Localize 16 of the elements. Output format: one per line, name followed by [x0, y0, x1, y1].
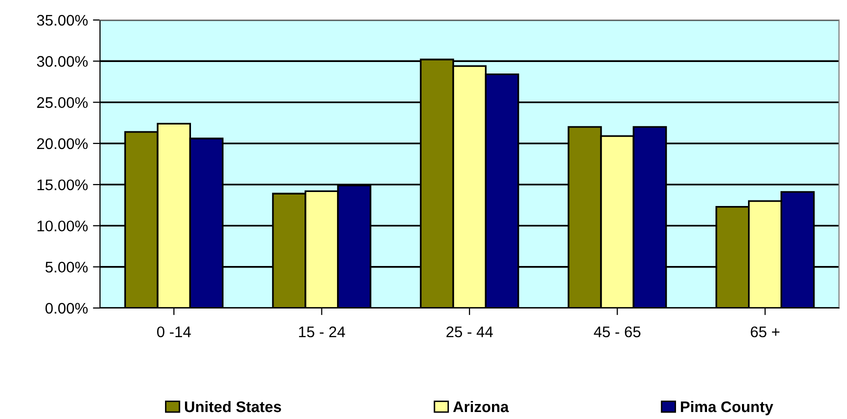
- x-tick-label: 65 +: [750, 326, 780, 338]
- y-tick-label: 30.00%: [36, 56, 88, 67]
- y-tick-label: 10.00%: [38, 220, 88, 232]
- x-tick-label: 15 - 24: [299, 326, 346, 338]
- y-tick-label: 35.00%: [36, 14, 88, 26]
- legend-label: Arizona: [453, 400, 509, 412]
- legend-label: United States: [184, 400, 282, 412]
- legend-label: Pima County: [680, 400, 774, 416]
- x-tick-label: 0 -14: [157, 326, 191, 338]
- x-tick-label: 25 - 44: [446, 326, 493, 338]
- x-tick-label: 45 - 65: [594, 326, 640, 338]
- y-tick-label: 5.00%: [45, 262, 88, 273]
- y-tick-label: 20.00%: [37, 138, 88, 150]
- y-tick-label: 0.00%: [45, 302, 88, 314]
- y-tick-label: 25.00%: [37, 97, 88, 108]
- y-tick-label: 15.00%: [38, 179, 88, 190]
